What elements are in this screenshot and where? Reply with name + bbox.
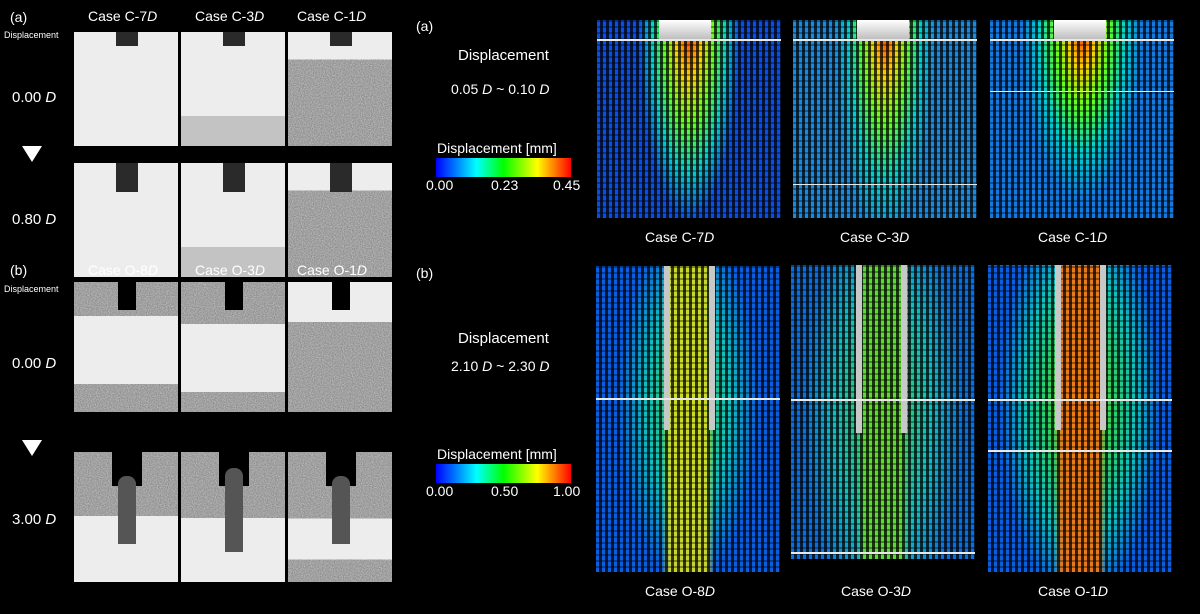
vector-field [988,265,1172,572]
case-title: Case O-3D [195,262,266,278]
vector-field [990,20,1174,218]
case-label: Case C-3D [840,229,910,245]
case-title: Case O-1D [297,262,368,278]
colorbar-tick: 1.00 [553,483,581,499]
colorbar-title: Displacement [mm] [437,446,557,462]
row-header: Displacement [4,284,59,294]
displacement-value: 3.00 D [12,511,57,528]
panel-label-left-b: (b) [10,262,28,278]
specimen-photo [181,32,285,146]
colorbar-tick: 0.23 [491,177,519,193]
case-title: Case O-8D [88,262,159,278]
colorbar [436,158,571,177]
range-value: 0.05 D ~ 0.10 D [451,81,550,97]
panel-label-left-a: (a) [10,9,28,25]
colorbar [436,464,571,483]
case-title: Case C-7D [88,8,158,24]
specimen-photo [181,452,285,582]
specimen-photo [288,32,392,146]
case-title: Case C-3D [195,8,265,24]
displacement-value: 0.00 D [12,89,57,106]
specimen-photo [288,452,392,582]
colorbar-tick: 0.00 [426,483,454,499]
case-label: Case O-1D [1038,583,1109,599]
specimen-photo [288,163,392,277]
row-header: Displacement [4,30,59,40]
specimen-photo [181,282,285,412]
specimen-photo [74,282,178,412]
case-label: Case C-7D [645,229,715,245]
displacement-value: 0.80 D [12,211,57,228]
case-label: Case C-1D [1038,229,1108,245]
vector-field [791,265,975,559]
case-label: Case O-8D [645,583,716,599]
vector-field [596,266,780,572]
case-label: Case O-3D [841,583,912,599]
panel-label-right-a: (a) [416,18,434,34]
specimen-photo [74,163,178,277]
vector-field [793,20,977,218]
specimen-photo [74,452,178,582]
down-arrow-icon [22,146,42,162]
specimen-photo [74,32,178,146]
panel-label-right-b: (b) [416,265,434,281]
colorbar-tick: 0.00 [426,177,454,193]
range-value: 2.10 D ~ 2.30 D [451,358,550,374]
range-title: Displacement [458,330,549,347]
range-title: Displacement [458,47,549,64]
colorbar-tick: 0.50 [491,483,519,499]
colorbar-tick: 0.45 [553,177,581,193]
case-title: Case C-1D [297,8,367,24]
colorbar-title: Displacement [mm] [437,140,557,156]
specimen-photo [288,282,392,412]
vector-field [597,20,781,218]
down-arrow-icon [22,440,42,456]
displacement-value: 0.00 D [12,355,57,372]
specimen-photo [181,163,285,277]
